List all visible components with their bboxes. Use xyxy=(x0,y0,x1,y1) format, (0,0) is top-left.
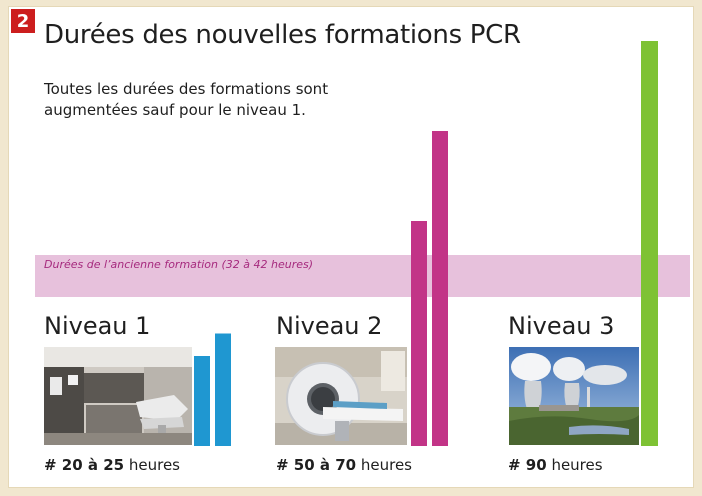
nuclear-plant-photo xyxy=(509,347,639,445)
level-1-label: Niveau 1 xyxy=(44,312,151,340)
slide-number-badge: 2 xyxy=(10,8,36,34)
subtitle-line-1: Toutes les durées des formations sont xyxy=(44,80,329,98)
old-training-band-label: Durées de l’ancienne formation (32 à 42 … xyxy=(44,258,314,271)
chart-title: Durées des nouvelles formations PCR xyxy=(44,20,521,50)
level-3-label: Niveau 3 xyxy=(508,312,615,340)
ct-scanner-photo xyxy=(275,347,407,445)
level-2-label: Niveau 2 xyxy=(276,312,383,340)
dental-office-photo xyxy=(44,347,192,445)
old-training-duration-band xyxy=(35,255,690,297)
level-1-hours: # 20 à 25 heures xyxy=(44,456,181,474)
subtitle-line-2: augmentées sauf pour le niveau 1. xyxy=(44,101,306,119)
level-2-hours: # 50 à 70 heures xyxy=(276,456,413,474)
level-3-hours: # 90 heures xyxy=(508,456,603,474)
